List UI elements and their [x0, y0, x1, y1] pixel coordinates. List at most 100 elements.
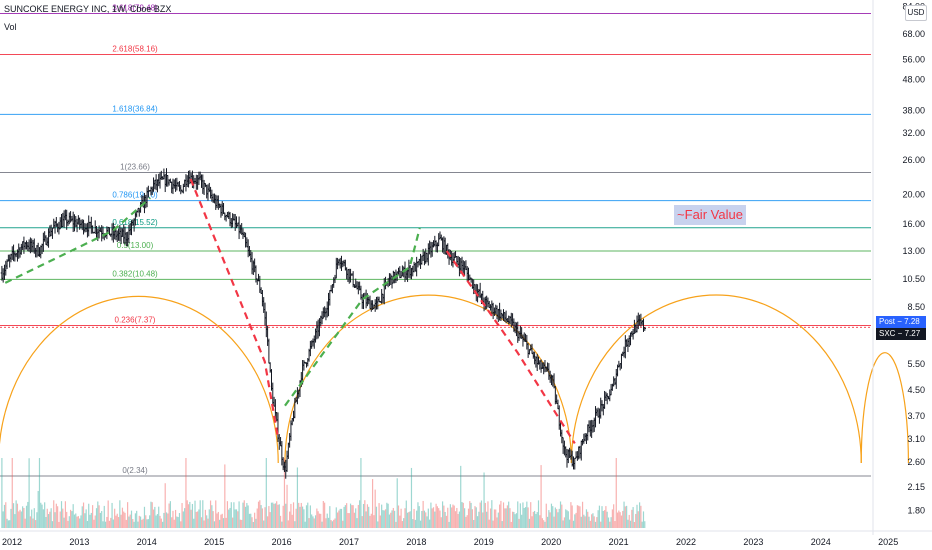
- volume-bar: [526, 501, 528, 528]
- fib-level-label: 0(2.34): [122, 466, 148, 475]
- volume-bar: [541, 518, 543, 528]
- volume-bar: [250, 513, 252, 528]
- volume-bar: [251, 517, 253, 528]
- volume-bar: [97, 501, 99, 528]
- volume-bar: [155, 515, 157, 528]
- volume-bar: [426, 516, 428, 528]
- symbol-title[interactable]: SUNCOKE ENERGY INC, 1W, Cboe BZX: [4, 4, 172, 14]
- fib-level-label: 1(23.66): [120, 163, 150, 172]
- volume-bar: [1, 458, 3, 528]
- volume-bar: [219, 519, 221, 528]
- volume-bar: [460, 465, 462, 528]
- volume-bar: [422, 500, 424, 528]
- volume-bar: [619, 512, 621, 528]
- volume-bar: [317, 511, 319, 528]
- volume-bar: [2, 511, 4, 528]
- volume-bar: [349, 503, 352, 528]
- volume-bar: [344, 505, 346, 528]
- volume-bar: [355, 508, 357, 528]
- volume-bar: [572, 520, 575, 528]
- volume-bar: [247, 505, 249, 528]
- volume-bar: [431, 508, 433, 528]
- volume-bar: [539, 515, 541, 528]
- volume-bar: [16, 503, 19, 528]
- price-axis[interactable]: 84.0068.0056.0048.0038.0032.0026.0020.00…: [872, 0, 925, 535]
- volume-bar: [145, 515, 147, 528]
- volume-bar: [115, 515, 117, 528]
- volume-bar: [423, 510, 426, 528]
- volume-bar: [279, 515, 282, 528]
- volume-bar: [522, 502, 524, 528]
- x-tick-label: 2013: [69, 537, 89, 547]
- volume-bar: [536, 512, 538, 528]
- x-tick-label: 2019: [474, 537, 494, 547]
- volume-bar: [486, 511, 488, 528]
- volume-bar: [523, 508, 525, 528]
- volume-bar: [629, 520, 632, 528]
- volume-bar: [614, 521, 616, 528]
- volume-bar: [454, 511, 457, 528]
- volume-bar: [138, 515, 140, 528]
- volume-bar: [31, 509, 33, 528]
- dashed-trend-lines: [4, 178, 576, 444]
- volume-bar: [267, 516, 269, 528]
- price-bars: [0, 168, 646, 479]
- fair-value-annotation[interactable]: ~Fair Value: [674, 205, 746, 225]
- volume-bar: [213, 521, 216, 528]
- volume-bar: [169, 501, 171, 528]
- currency-badge[interactable]: USD: [905, 5, 927, 21]
- volume-bar: [290, 503, 292, 528]
- volume-bar: [238, 501, 240, 528]
- time-axis[interactable]: 2012 2013 2014 2015 2016 2017 2018 2019 2020 2021…: [0, 530, 932, 547]
- volume-bar: [400, 508, 402, 528]
- volume-bar: [12, 503, 15, 528]
- volume-bar: [584, 516, 586, 528]
- volume-bar: [359, 500, 361, 528]
- x-tick-label: 2021: [609, 537, 629, 547]
- volume-bar: [480, 500, 483, 528]
- volume-bar: [180, 521, 182, 528]
- volume-bar: [383, 510, 385, 528]
- volume-bar: [217, 511, 219, 528]
- volume-bar: [79, 518, 81, 528]
- y-tick-label: 1.80: [907, 505, 925, 515]
- volume-bar: [289, 511, 291, 528]
- volume-bar: [624, 506, 626, 528]
- volume-bar: [292, 502, 295, 528]
- volume-bar: [546, 516, 549, 528]
- volume-bar: [397, 505, 400, 528]
- volume-bar: [216, 513, 218, 528]
- volume-bar: [343, 506, 345, 528]
- cycle-arc: [0, 295, 279, 464]
- volume-bar: [124, 512, 126, 528]
- volume-bar: [499, 504, 501, 528]
- volume-bar: [405, 500, 407, 528]
- volume-bar: [493, 509, 496, 528]
- volume-bar: [549, 512, 551, 528]
- volume-bar: [304, 521, 306, 528]
- volume-bar: [123, 511, 125, 528]
- volume-bar: [204, 509, 206, 528]
- x-tick-label: 2012: [2, 537, 22, 547]
- volume-bar: [465, 516, 467, 528]
- volume-bar: [569, 519, 571, 528]
- volume-bar: [106, 516, 108, 528]
- volume-bar: [528, 518, 531, 528]
- volume-bar: [152, 509, 155, 528]
- volume-bar: [132, 519, 134, 528]
- volume-bar: [515, 513, 518, 528]
- volume-bar: [318, 513, 321, 528]
- volume-bar: [447, 507, 449, 528]
- volume-bar: [164, 483, 166, 528]
- volume-bar: [159, 515, 161, 528]
- volume-bar: [585, 509, 588, 528]
- y-tick-label: 10.50: [902, 274, 925, 284]
- volume-bar: [613, 504, 615, 528]
- post-value: 7.28: [904, 317, 920, 327]
- volume-bar: [38, 458, 41, 528]
- volume-bar: [483, 472, 485, 528]
- volume-label[interactable]: Vol: [4, 22, 17, 32]
- volume-bar: [80, 515, 82, 528]
- volume-bar: [46, 508, 48, 528]
